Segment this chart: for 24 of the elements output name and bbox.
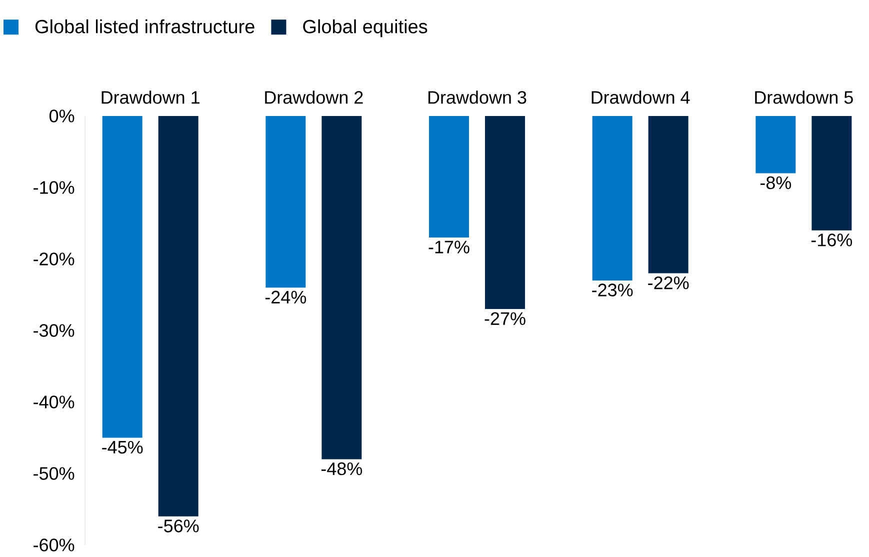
data-label: -8% (760, 176, 792, 189)
y-tick-label: -30% (34, 324, 74, 337)
y-tick-label: -60% (34, 538, 74, 552)
y-tick-label: -20% (34, 252, 74, 266)
legend-label: Global equities (303, 19, 428, 37)
x-tick-label: Drawdown 5 (755, 90, 853, 104)
y-tick-label: -50% (34, 466, 74, 480)
data-label: -48% (321, 462, 362, 475)
y-tick-label: -10% (34, 180, 74, 194)
y-tick-label: -40% (34, 395, 74, 408)
data-label: -27% (484, 312, 526, 325)
data-label: -23% (592, 283, 633, 296)
data-label: -17% (428, 240, 470, 254)
y-tick-label: 0% (49, 109, 74, 122)
x-tick-label: Drawdown 4 (592, 90, 690, 104)
legend-label: Global listed infrastructure (35, 19, 254, 34)
data-label: -24% (265, 290, 306, 304)
x-tick-label: Drawdown 3 (428, 90, 526, 104)
x-tick-label: Drawdown 1 (102, 90, 200, 104)
x-tick-label: Drawdown 2 (265, 90, 363, 104)
data-label: -56% (158, 519, 199, 532)
data-label: -16% (811, 233, 852, 246)
data-label: -45% (102, 440, 143, 454)
data-label: -22% (648, 276, 689, 289)
